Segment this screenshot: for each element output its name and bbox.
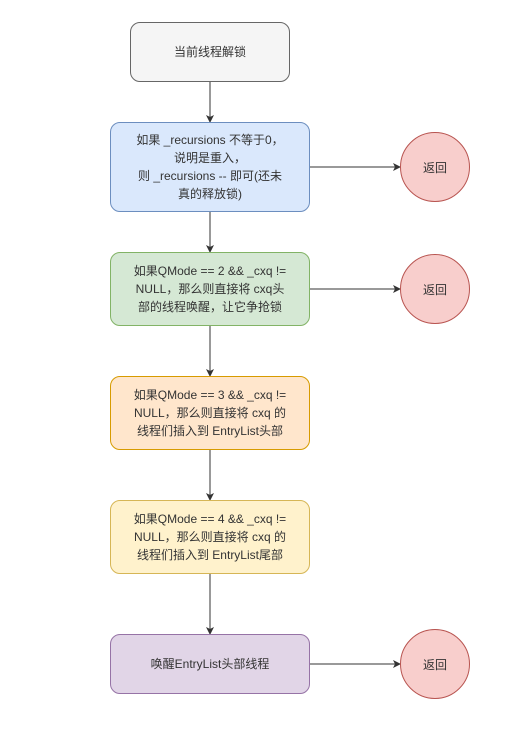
node-label: 如果QMode == 3 && _cxq != NULL，那么则直接将 cxq … [134, 386, 286, 440]
flowchart-node-qmode3: 如果QMode == 3 && _cxq != NULL，那么则直接将 cxq … [110, 376, 310, 450]
flowchart-node-start: 当前线程解锁 [130, 22, 290, 82]
flowchart-node-return-3: 返回 [400, 629, 470, 699]
flowchart-node-qmode2: 如果QMode == 2 && _cxq != NULL，那么则直接将 cxq头… [110, 252, 310, 326]
node-label: 如果 _recursions 不等于0， 说明是重入， 则 _recursion… [136, 131, 283, 203]
node-label: 返回 [423, 281, 447, 298]
flowchart-node-return-1: 返回 [400, 132, 470, 202]
flowchart-node-qmode4: 如果QMode == 4 && _cxq != NULL，那么则直接将 cxq … [110, 500, 310, 574]
node-label: 如果QMode == 4 && _cxq != NULL，那么则直接将 cxq … [134, 510, 286, 564]
flowchart-node-recursions-check: 如果 _recursions 不等于0， 说明是重入， 则 _recursion… [110, 122, 310, 212]
flowchart-node-return-2: 返回 [400, 254, 470, 324]
flowchart-node-wake-entrylist: 唤醒EntryList头部线程 [110, 634, 310, 694]
node-label: 返回 [423, 656, 447, 673]
node-label: 如果QMode == 2 && _cxq != NULL，那么则直接将 cxq头… [134, 262, 286, 316]
node-label: 唤醒EntryList头部线程 [151, 655, 270, 673]
node-label: 返回 [423, 159, 447, 176]
node-label: 当前线程解锁 [174, 43, 246, 61]
